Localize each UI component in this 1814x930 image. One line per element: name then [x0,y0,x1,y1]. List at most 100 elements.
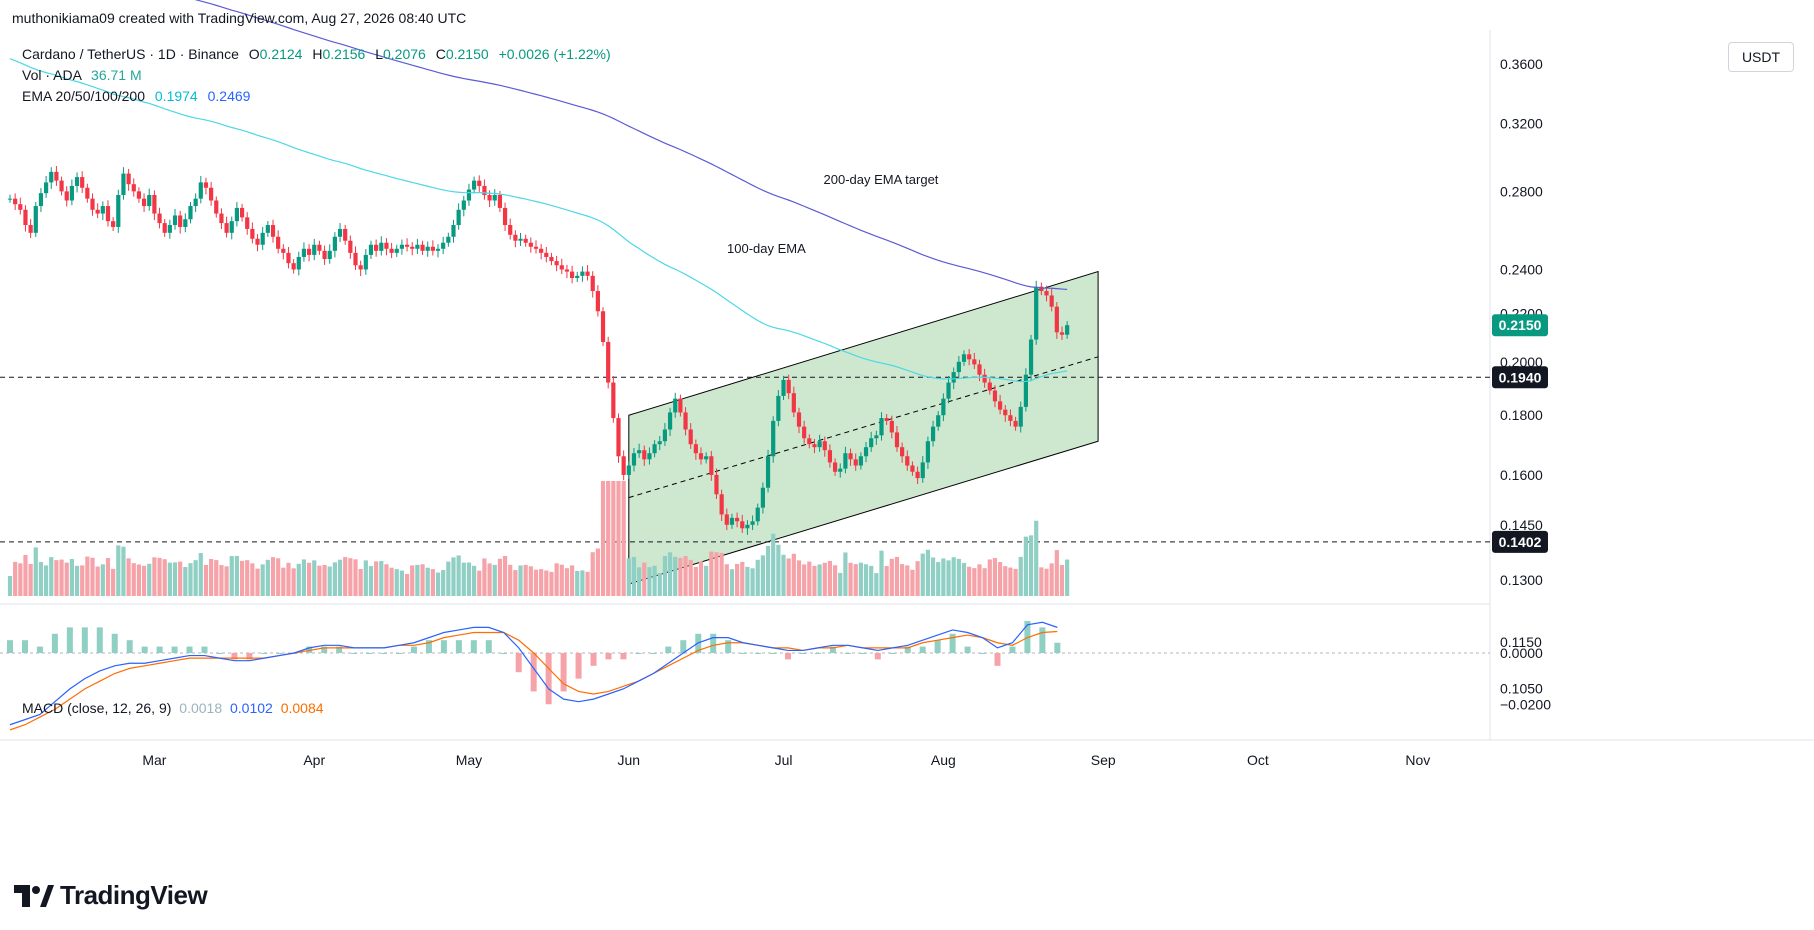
ema-label[interactable]: EMA 20/50/100/200 [22,88,145,104]
candle[interactable] [1039,286,1044,292]
candle[interactable] [172,215,178,226]
candle[interactable] [394,248,399,253]
candle[interactable] [74,177,80,186]
candle[interactable] [265,225,270,233]
candle[interactable] [322,250,327,260]
candle[interactable] [198,182,203,199]
candle[interactable] [781,379,786,396]
candle[interactable] [214,200,219,214]
candle[interactable] [729,517,735,525]
candle[interactable] [337,228,343,237]
candle[interactable] [379,242,384,251]
candle[interactable] [647,453,652,460]
candle[interactable] [791,393,796,413]
candle[interactable] [461,200,466,210]
candle[interactable] [33,206,38,233]
candle[interactable] [229,221,234,233]
candle[interactable] [564,269,570,272]
candle[interactable] [559,265,564,270]
candle[interactable] [136,191,142,199]
candle[interactable] [678,398,683,413]
candle[interactable] [544,252,549,257]
candle[interactable] [611,382,616,419]
candle[interactable] [38,193,44,207]
candle[interactable] [224,223,229,233]
candle[interactable] [111,221,116,227]
candle[interactable] [90,198,95,210]
candle[interactable] [513,234,518,241]
candle[interactable] [43,182,49,194]
candle[interactable] [760,487,765,508]
candle[interactable] [80,177,85,188]
candle[interactable] [533,246,539,249]
candle[interactable] [667,412,673,430]
candle[interactable] [688,429,693,445]
candle[interactable] [539,248,544,253]
macd-signal-line[interactable] [9,630,1058,731]
candle[interactable] [312,244,317,255]
candle[interactable] [54,171,59,181]
candle[interactable] [69,185,74,201]
candle[interactable] [606,341,611,383]
candle[interactable] [276,236,281,249]
candle[interactable] [245,217,250,229]
candle[interactable] [869,438,874,448]
macd-line[interactable] [9,621,1058,726]
candle[interactable] [657,441,662,445]
candle[interactable] [709,456,714,475]
candle[interactable] [64,191,69,201]
candle[interactable] [585,271,590,276]
candle[interactable] [131,184,136,192]
candle[interactable] [147,194,152,207]
candle[interactable] [900,447,905,457]
candle[interactable] [332,236,337,251]
candle[interactable] [183,219,188,227]
candle[interactable] [827,450,833,463]
candle[interactable] [286,252,291,264]
candle[interactable] [652,444,657,454]
candle[interactable] [853,459,858,466]
candle[interactable] [1003,409,1008,416]
candle[interactable] [915,471,920,479]
candle[interactable] [167,225,172,233]
candle[interactable] [1059,332,1065,335]
candle[interactable] [776,395,781,421]
candle[interactable] [977,364,982,375]
candle[interactable] [755,507,760,522]
candle[interactable] [642,450,647,460]
candle[interactable] [255,238,260,245]
candle[interactable] [1008,415,1013,421]
candle[interactable] [673,398,678,413]
candle[interactable] [724,514,729,525]
candle[interactable] [750,521,755,525]
candle[interactable] [487,194,492,201]
candle[interactable] [595,291,600,312]
candle[interactable] [1034,286,1039,340]
candle[interactable] [771,420,776,457]
candle[interactable] [796,412,802,427]
candle[interactable] [425,246,430,251]
candle[interactable] [435,248,441,251]
candle[interactable] [569,271,575,278]
candle[interactable] [477,180,482,186]
currency-button[interactable]: USDT [1728,42,1794,72]
candle[interactable] [18,204,23,210]
candle[interactable] [399,244,405,249]
candle[interactable] [260,232,265,245]
candle[interactable] [482,185,487,195]
candle[interactable] [549,256,554,262]
candle[interactable] [348,240,353,253]
candle[interactable] [441,242,446,249]
candle[interactable] [786,379,791,394]
candle[interactable] [637,450,642,454]
candle[interactable] [930,426,936,442]
candle[interactable] [987,382,992,391]
candle[interactable] [157,213,162,224]
candle[interactable] [889,420,894,433]
candle[interactable] [219,213,224,224]
candle[interactable] [874,435,879,439]
candle[interactable] [616,418,621,457]
candle[interactable] [822,441,827,451]
candle[interactable] [863,447,869,457]
candle[interactable] [95,209,100,214]
